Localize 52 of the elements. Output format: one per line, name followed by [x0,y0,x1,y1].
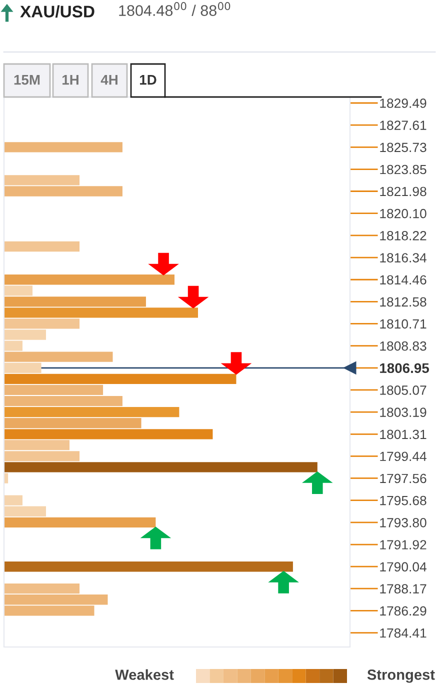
y-tick-label: 1820.10 [380,208,426,218]
y-tick-label: 1784.41 [380,628,426,638]
bar [4,352,113,362]
y-tick-label: 1821.98 [380,186,426,196]
text: 1D [140,75,156,85]
y-tick-label: 1788.17 [380,584,426,594]
bar [4,318,80,329]
bar [4,142,122,152]
bar [4,418,142,428]
y-tick-label: 1823.85 [380,164,426,174]
y-tick-label: 1827.61 [380,120,426,130]
y-tick-label: 1790.04 [380,562,426,572]
text: Weakest [115,669,174,680]
y-tick-label: 1816.34 [380,253,426,262]
bar [4,274,174,285]
bar [4,406,180,418]
y-tick-label: 1795.68 [380,496,426,506]
y-tick-label: 1818.22 [380,231,426,240]
y-tick-label: 1814.46 [380,275,426,285]
y-tick-label: 1810.71 [380,319,426,329]
y-tick-label: 1829.49 [380,98,426,108]
bar [4,175,80,186]
text: 15M [14,75,40,85]
y-tick-label: 1786.29 [380,606,426,616]
bar [4,374,236,384]
y-tick-label: 1808.83 [380,341,426,351]
y-tick-label: 1791.92 [380,540,426,550]
chart-title: XAU/USD [20,5,94,18]
y-tick-label: 1803.19 [380,408,426,417]
bar [4,296,146,307]
y-tick-label: 1797.56 [380,474,426,484]
bar [4,429,213,440]
bar [4,286,33,296]
text: 4H [100,75,118,85]
bar [4,517,156,528]
bar [4,241,80,252]
y-tick-label: 1825.73 [380,142,426,152]
y-tick-label: 1812.58 [380,297,426,307]
text: Strongest [367,670,435,683]
bar [4,308,198,318]
bar [4,562,293,572]
y-tick-label: 1799.44 [380,452,426,462]
bar [4,584,80,594]
y-tick-label: 1805.07 [380,386,426,395]
text: 1H [62,75,78,85]
y-tick-label: 1806.95 [380,363,429,374]
bar [4,186,122,196]
bar [4,362,42,373]
chart-subtitle: 1804.48$^{00}$ / 88$^{00}$ [119,2,230,16]
y-tick-label: 1793.80 [380,518,426,528]
bar [4,462,318,472]
y-tick-label: 1801.31 [380,430,426,440]
